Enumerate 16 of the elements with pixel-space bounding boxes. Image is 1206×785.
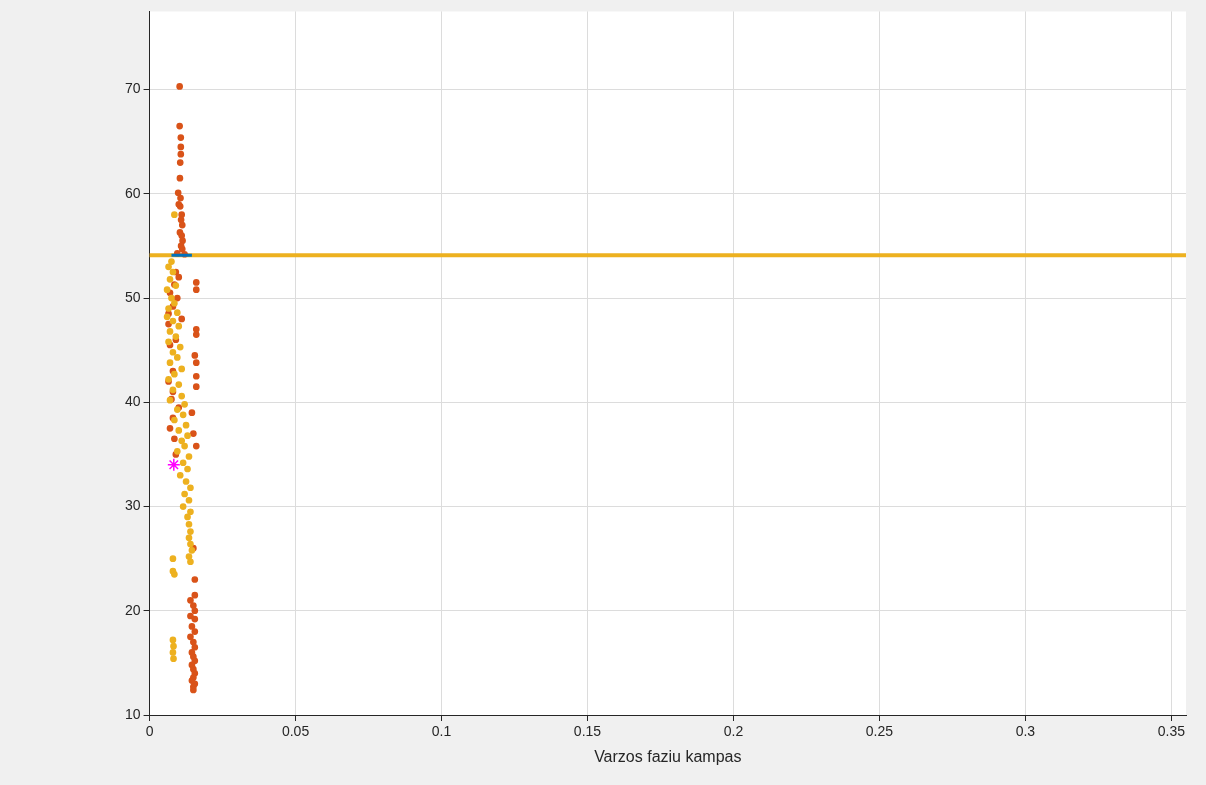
x-tick-label: 0.25 [865,723,894,740]
x-tick-label: 0.3 [1015,723,1036,740]
y-tick-label: 60 [124,184,141,201]
y-tick-label: 10 [124,705,141,722]
x-tick-label: 0 [145,723,154,740]
y-tick-label: 20 [124,601,141,618]
y-tick-label: 40 [124,393,141,410]
x-tick-label: 0.05 [281,723,310,740]
x-tick-label: 0.35 [1157,723,1186,740]
x-tick-label: 0.1 [431,723,452,740]
x-tick-label: 0.2 [723,723,744,740]
y-tick-label: 30 [124,497,141,514]
y-tick-label: 50 [124,288,141,305]
x-axis-title: Varzos faziu kampas [594,747,742,765]
y-tick-label: 70 [124,80,141,97]
x-tick-label: 0.15 [573,723,602,740]
